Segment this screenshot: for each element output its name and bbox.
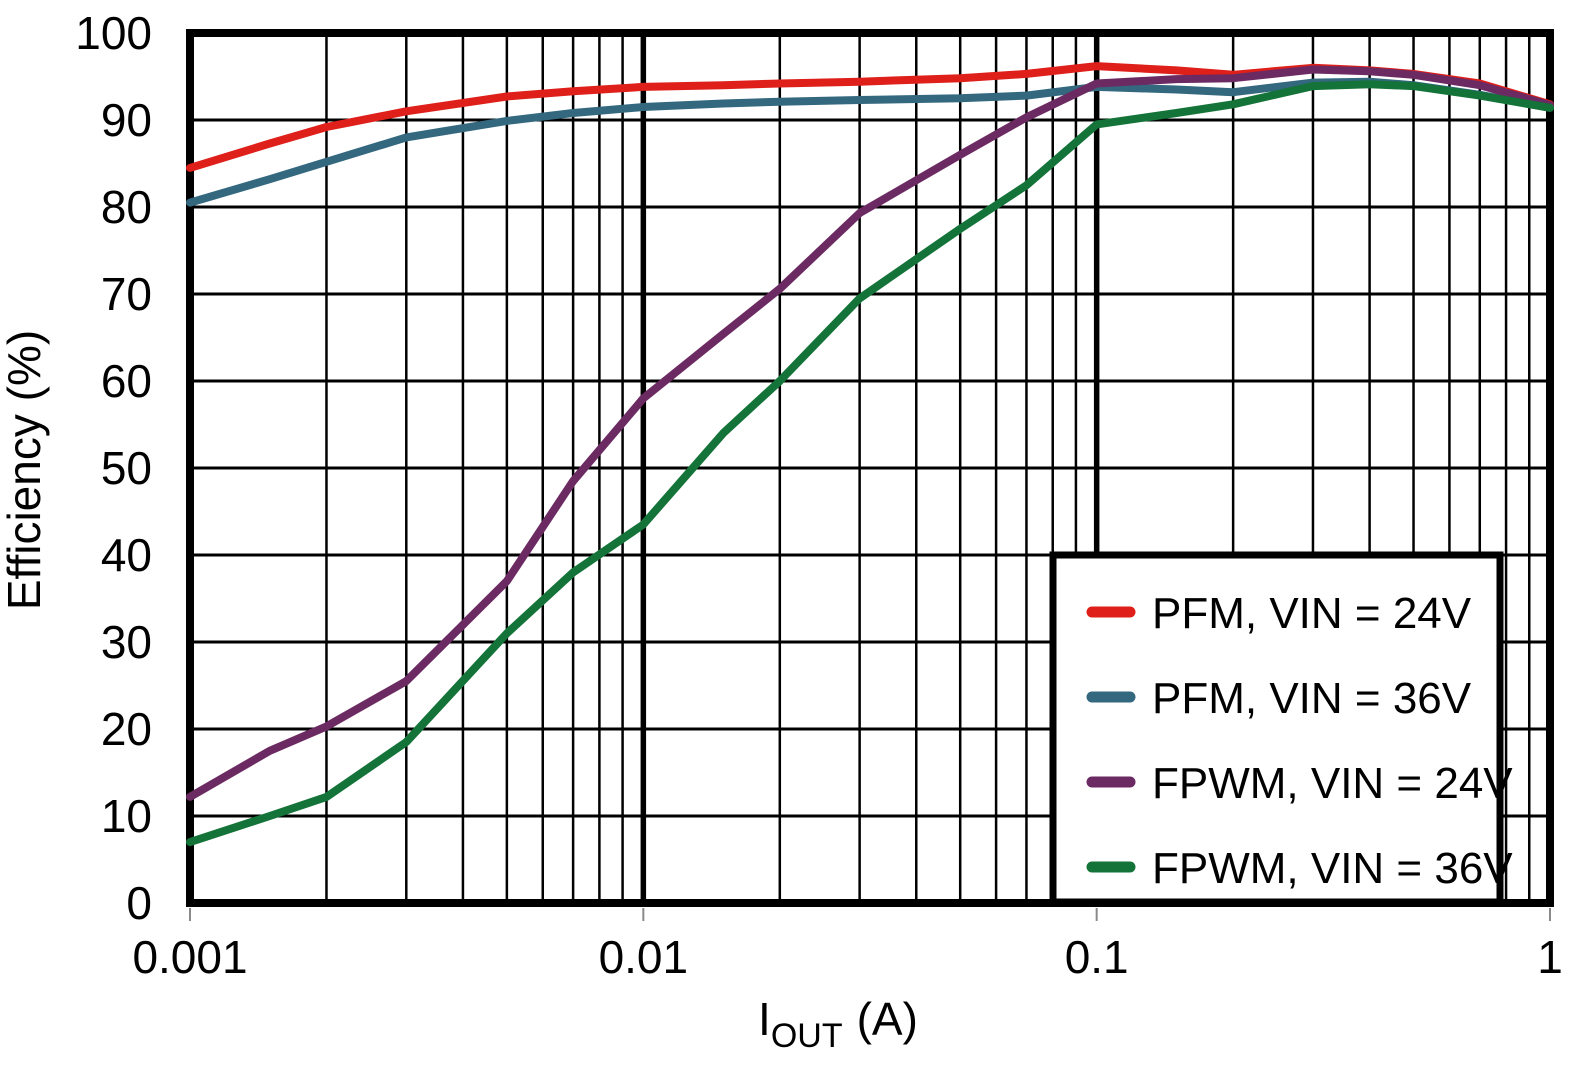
x-tick-label-1: 1 [1537, 931, 1563, 983]
legend-item-pfm-36v: PFM, VIN = 36V [1086, 674, 1472, 723]
y-tick-label-0: 0 [126, 877, 152, 929]
y-tick-label-50: 50 [101, 442, 152, 494]
x-tick-label-0.01: 0.01 [599, 931, 689, 983]
x-tick-label-0.001: 0.001 [132, 931, 247, 983]
y-tick-label-90: 90 [101, 94, 152, 146]
x-axis-title-unit: (A) [857, 993, 918, 1045]
data-series-lines [186, 62, 1554, 847]
x-axis-title: IOUT (A) [758, 993, 918, 1055]
legend-item-pfm-24v: PFM, VIN = 24V [1086, 589, 1472, 638]
y-tick-label-40: 40 [101, 529, 152, 581]
y-tick-label-80: 80 [101, 181, 152, 233]
x-axis-title-symbol: I [758, 993, 771, 1045]
x-axis-title-subscript: OUT [771, 1017, 843, 1055]
y-tick-label-70: 70 [101, 268, 152, 320]
y-axis-title: Efficiency (%) [0, 330, 50, 610]
legend-label-fpwm-36v: FPWM, VIN = 36V [1152, 844, 1513, 893]
legend: PFM, VIN = 24V PFM, VIN = 36V FPWM, VIN … [1049, 551, 1513, 906]
legend-item-fpwm-36v: FPWM, VIN = 36V [1086, 844, 1513, 893]
y-tick-label-20: 20 [101, 703, 152, 755]
y-tick-label-10: 10 [101, 790, 152, 842]
y-tick-label-100: 100 [75, 7, 152, 59]
y-axis-tick-labels: 0 10 20 30 40 50 60 70 80 90 100 [75, 7, 152, 929]
legend-label-pfm-24v: PFM, VIN = 24V [1152, 589, 1472, 638]
legend-label-fpwm-24v: FPWM, VIN = 24V [1152, 759, 1513, 808]
x-axis-tick-labels: 0.001 0.01 0.1 1 [132, 931, 1562, 983]
legend-label-pfm-36v: PFM, VIN = 36V [1152, 674, 1472, 723]
y-tick-label-30: 30 [101, 616, 152, 668]
series-line-1 [186, 77, 1554, 207]
axis-tickmarks [189, 908, 1551, 921]
legend-item-fpwm-24v: FPWM, VIN = 24V [1086, 759, 1513, 808]
x-tick-label-0.1: 0.1 [1065, 931, 1129, 983]
plot-border [186, 29, 1554, 907]
y-tick-label-60: 60 [101, 355, 152, 407]
series-line-2 [186, 65, 1554, 801]
series-line-3 [186, 80, 1554, 847]
